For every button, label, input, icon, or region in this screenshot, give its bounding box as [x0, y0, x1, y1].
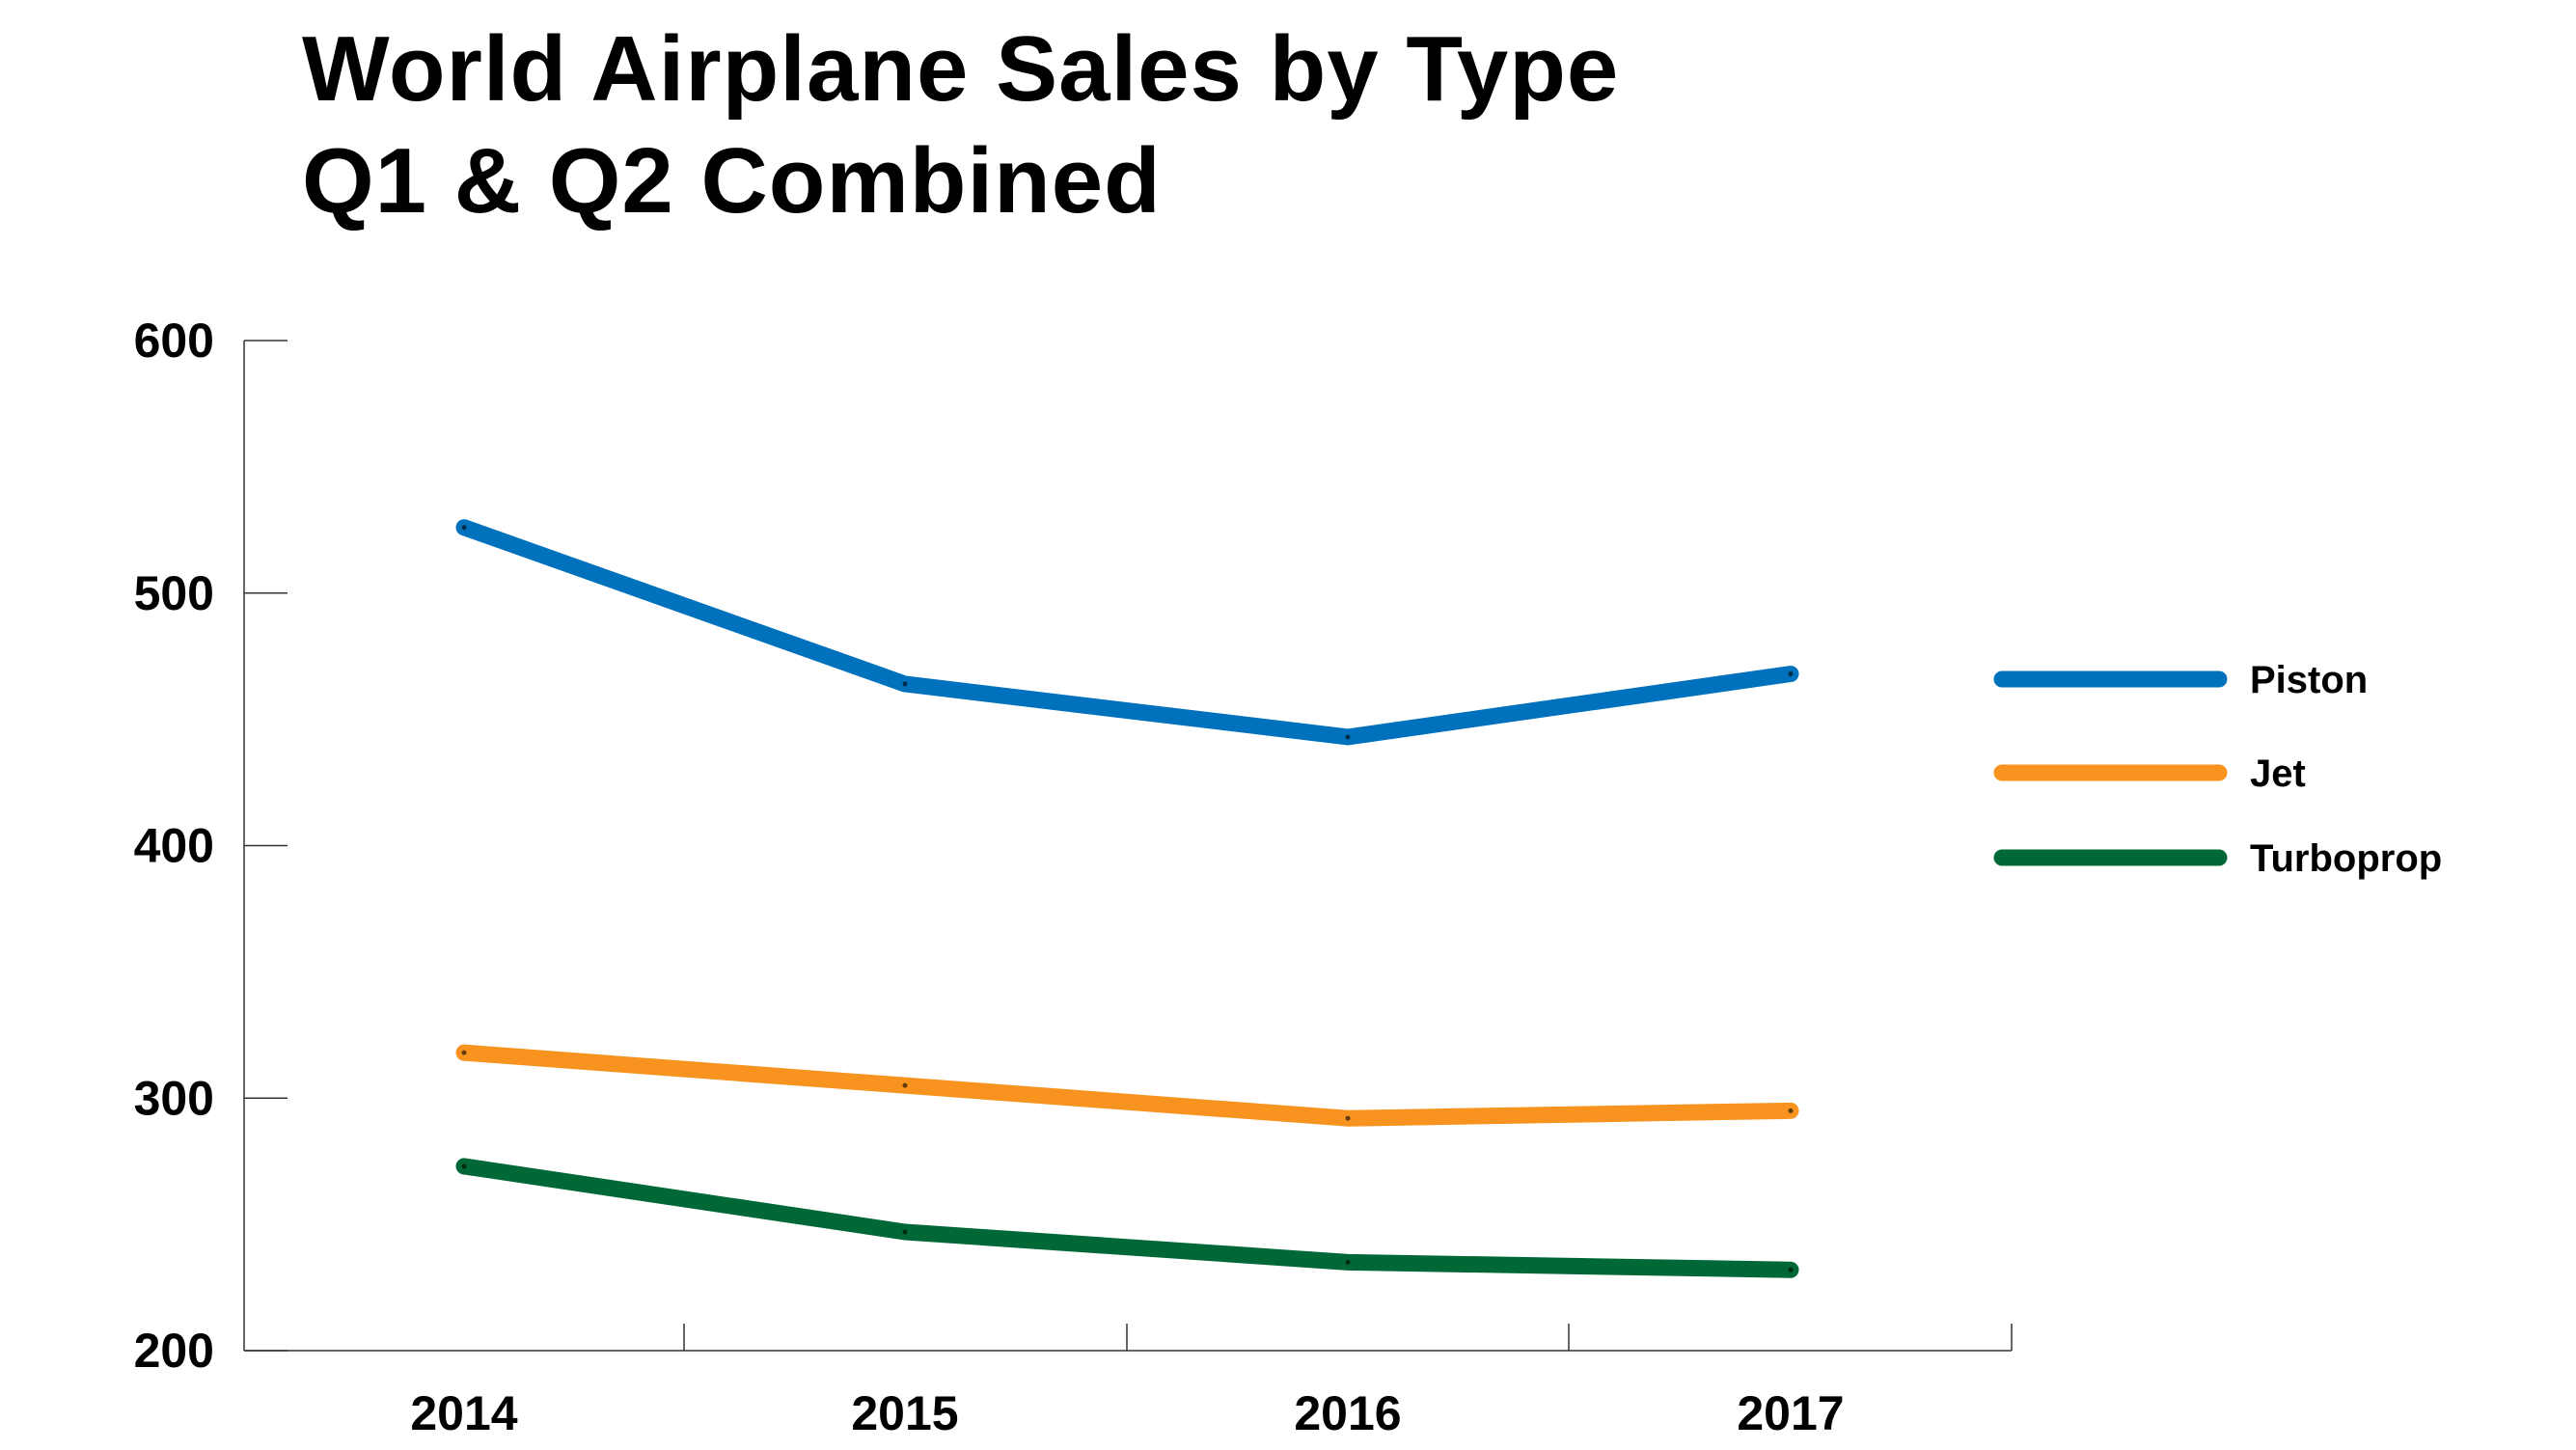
y-tick-label: 300: [134, 1071, 214, 1125]
x-tick-label: 2017: [1737, 1386, 1844, 1440]
x-tick-label: 2016: [1294, 1386, 1401, 1440]
data-point-jet: [902, 1082, 908, 1088]
data-point-jet: [461, 1050, 467, 1055]
data-point-turboprop: [1788, 1267, 1794, 1272]
legend-label-jet: Jet: [2250, 752, 2306, 795]
data-point-jet: [1345, 1115, 1351, 1121]
y-tick-label: 500: [134, 566, 214, 620]
data-point-turboprop: [1345, 1259, 1351, 1265]
legend-label-turboprop: Turboprop: [2250, 837, 2442, 880]
data-point-turboprop: [902, 1229, 908, 1235]
data-point-jet: [1788, 1108, 1794, 1113]
y-tick-label: 600: [134, 314, 214, 368]
x-tick-label: 2014: [410, 1386, 517, 1440]
chart-title-line-2: Q1 & Q2 Combined: [302, 129, 1162, 233]
series-line-piston: [455, 519, 1799, 746]
x-tick-label: 2015: [851, 1386, 958, 1440]
data-point-piston: [1788, 671, 1794, 677]
legend-label-piston: Piston: [2250, 659, 2368, 701]
series-line-jet: [455, 1044, 1799, 1127]
y-tick-label: 400: [134, 819, 214, 873]
data-point-turboprop: [461, 1163, 467, 1169]
data-point-piston: [1345, 734, 1351, 740]
chart-title-line-1: World Airplane Sales by Type: [302, 17, 1620, 121]
data-point-piston: [461, 525, 467, 531]
chart-title: World Airplane Sales by Type Q1 & Q2 Com…: [302, 14, 1619, 237]
series-line-turboprop: [455, 1158, 1799, 1278]
y-tick-label: 200: [134, 1324, 214, 1378]
data-point-piston: [902, 681, 908, 687]
